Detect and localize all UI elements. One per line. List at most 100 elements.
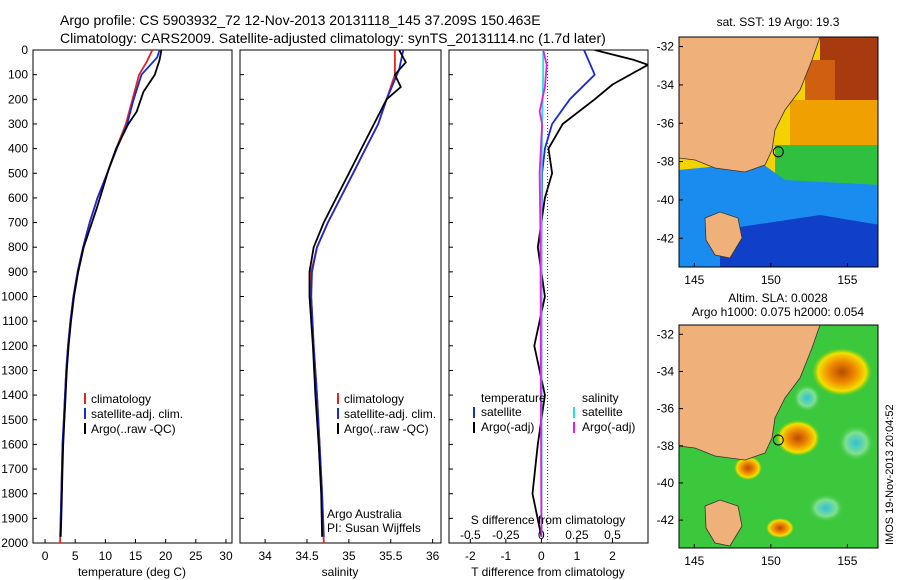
x-tick-label: -1 <box>501 549 512 563</box>
depth-tick-label: 200 <box>8 92 28 106</box>
x-tick-label: 10 <box>99 549 113 563</box>
argo-position-marker <box>772 434 784 446</box>
t-difference-x-axis: -2 -1 0 1 2 <box>465 539 616 563</box>
x-tick-label: 30 <box>219 549 233 563</box>
series-line-argo-raw-qc <box>308 50 407 537</box>
depth-tick-label: 100 <box>8 68 28 82</box>
s-diff-tick-label: 0.25 <box>565 528 589 542</box>
sla-eddy-warm-1 <box>812 348 872 396</box>
depth-tick-label: 1200 <box>1 339 28 353</box>
sla-eddy-warm-2 <box>776 420 820 456</box>
sla-eddy-cold-2 <box>793 384 821 412</box>
depth-tick-label: 1700 <box>1 462 28 476</box>
legend-t-argo-label: Argo(-adj) <box>481 420 534 434</box>
depth-tick-label: 1600 <box>1 437 28 451</box>
series-line-salinity-argo-adj <box>538 50 548 537</box>
x-tick-label: 35.5 <box>379 549 403 563</box>
sst-map-frame <box>678 36 879 268</box>
legend-s-argo-label: Argo(-adj) <box>582 420 635 434</box>
depth-tick-label: 300 <box>8 117 28 131</box>
salinity-x-label: salinity <box>322 565 359 579</box>
depth-tick-label: 700 <box>8 216 28 230</box>
depth-tick-label: 400 <box>8 142 28 156</box>
sst-map-axes: 145 150 155 -32 -34 -36 -38 -40 -42 <box>657 40 858 287</box>
sst-warm-band <box>790 100 878 145</box>
map-y-tick-label: -38 <box>657 439 675 453</box>
map-x-tick-label: 145 <box>684 273 704 287</box>
depth-tick-label: 600 <box>8 191 28 205</box>
argo-position-marker <box>772 146 784 158</box>
credit-line2: PI: Susan Wijffels <box>327 521 421 535</box>
sst-map <box>679 37 878 267</box>
imos-timestamp: IMOS 19-Nov-2013 20:04:52 <box>884 404 896 545</box>
australia-land <box>679 37 821 173</box>
x-tick-label: 2 <box>609 549 616 563</box>
sla-eddy-cold-1 <box>838 425 874 461</box>
tasmania-land <box>704 499 743 547</box>
sst-cold-water <box>720 215 878 267</box>
map-x-tick-label: 155 <box>837 554 857 568</box>
depth-tick-label: 2000 <box>1 536 28 550</box>
s-difference-x-axis: -0.5 -0.25 0 0.25 0.5 <box>460 528 621 542</box>
legend-argo-label: Argo(..raw -QC) <box>91 422 176 436</box>
depth-axis: 0 100 200 300 400 500 600 700 800 900 1000 1100 1200… <box>1 43 453 550</box>
sla-eddy-warm-4 <box>766 518 794 538</box>
depth-tick-label: 800 <box>8 240 28 254</box>
temperature-x-label: temperature (deg C) <box>78 565 186 579</box>
map-x-tick-label: 155 <box>837 273 857 287</box>
s-difference-x-label: S difference from climatology <box>471 513 626 527</box>
map-y-tick-label: -36 <box>657 116 675 130</box>
depth-tick-label: 500 <box>8 166 28 180</box>
temperature-axes-frame <box>32 49 233 544</box>
legend-argo-label: Argo(..raw -QC) <box>344 422 429 436</box>
x-tick-label: 34.5 <box>295 549 319 563</box>
difference-axes-frame <box>448 49 649 544</box>
map-y-tick-label: -40 <box>657 193 675 207</box>
x-tick-label: -2 <box>465 549 476 563</box>
map-y-tick-label: -34 <box>657 364 675 378</box>
legend-climatology-label: climatology <box>344 392 404 406</box>
x-tick-label: 35 <box>342 549 356 563</box>
salinity-series <box>308 50 407 543</box>
sla-map-title: Altim. SLA: 0.0028 <box>728 291 828 305</box>
credit-line1: Argo Australia <box>327 507 402 521</box>
temperature-x-axis: 0 5 10 15 20 25 30 <box>42 539 233 563</box>
sst-map-title: sat. SST: 19 Argo: 19.3 <box>717 15 840 29</box>
x-tick-label: 36 <box>426 549 440 563</box>
salinity-axes-frame <box>239 49 442 544</box>
depth-tick-label: 1900 <box>1 511 28 525</box>
depth-tick-label: 1300 <box>1 363 28 377</box>
sla-map <box>679 325 878 548</box>
legend-satellite-label: satellite-adj. clim. <box>344 407 436 421</box>
difference-series <box>531 50 648 537</box>
legend-s-satellite-label: satellite <box>582 405 623 419</box>
map-y-tick-label: -34 <box>657 78 675 92</box>
depth-tick-label: 1100 <box>2 314 28 328</box>
map-y-tick-label: -36 <box>657 402 675 416</box>
x-tick-label: 20 <box>159 549 173 563</box>
legend-temperature-title: temperature <box>481 391 546 405</box>
map-y-tick-label: -40 <box>657 476 675 490</box>
x-tick-label: 5 <box>72 549 79 563</box>
x-tick-label: 15 <box>129 549 143 563</box>
figure-title-line2: Climatology: CARS2009. Satellite-adjuste… <box>60 30 606 46</box>
series-line-argo-raw-qc <box>59 50 163 537</box>
temperature-legend: climatology satellite-adj. clim. Argo(..… <box>84 392 183 436</box>
sla-eddy-warm-3 <box>734 456 762 480</box>
legend-salinity-title: salinity <box>582 391 619 405</box>
map-y-tick-label: -42 <box>657 513 675 527</box>
sla-eddy-cold-3 <box>808 494 844 522</box>
difference-legend: temperature satellite Argo(-adj) salinit… <box>473 391 635 434</box>
map-x-tick-label: 150 <box>761 273 781 287</box>
x-tick-label: 1 <box>574 549 581 563</box>
legend-t-satellite-label: satellite <box>481 405 522 419</box>
x-tick-label: 0 <box>538 549 545 563</box>
depth-tick-label: 900 <box>8 265 28 279</box>
sla-map-frame <box>678 324 879 549</box>
depth-tick-label: 1000 <box>1 290 28 304</box>
temperature-series <box>59 50 163 543</box>
x-tick-label: 0 <box>42 549 49 563</box>
map-x-tick-label: 145 <box>684 554 704 568</box>
salinity-x-axis: 34 34.5 35 35.5 36 <box>258 539 440 563</box>
